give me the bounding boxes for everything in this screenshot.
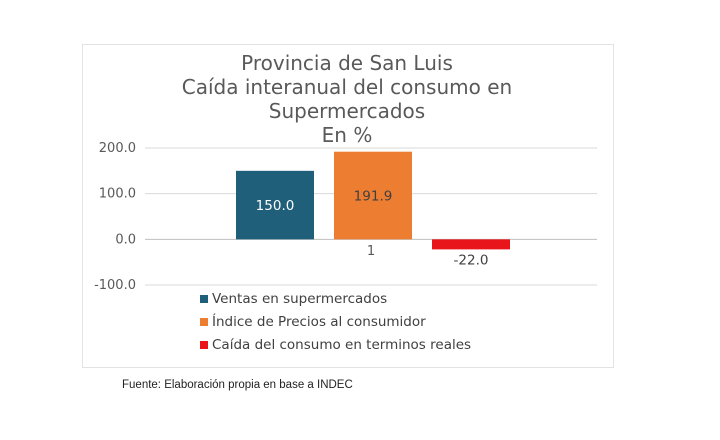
legend-swatch-ventas [200, 294, 208, 303]
legend-swatch-caida [200, 340, 208, 349]
title-line-1: Provincia de San Luis [241, 51, 453, 75]
y-tick-label-1: 100.0 [99, 187, 136, 202]
legend-swatch-precios [200, 317, 208, 326]
legend-item-caida: Caída del consumo en terminos reales [200, 333, 471, 356]
source-note: Fuente: Elaboración propia en base a IND… [122, 379, 353, 391]
bar-data-label-3: -22.0 [454, 252, 489, 268]
bar-series-1 [236, 170, 314, 240]
chart-title: Provincia de San Luis Caída interanual d… [82, 51, 612, 147]
legend-item-precios: Índice de Precios al consumidor [200, 310, 471, 333]
x-category-label: 1 [367, 244, 375, 259]
title-line-4: En % [321, 123, 373, 147]
legend-item-ventas: Ventas en supermercados [200, 287, 471, 310]
title-line-2: Caída interanual del consumo en [181, 75, 513, 99]
y-tick-label-0: 200.0 [99, 141, 136, 156]
title-line-3: Supermercados [268, 99, 426, 123]
bar-series-3 [432, 239, 510, 250]
legend-label-caida: Caída del consumo en terminos reales [212, 336, 472, 353]
bar-data-label-2: 191.9 [354, 189, 393, 205]
bar-data-label-1: 150.0 [256, 198, 295, 214]
chart-legend: Ventas en supermercados Índice de Precio… [200, 287, 471, 356]
y-tick-label-3: -100.0 [94, 278, 136, 293]
legend-label-precios: Índice de Precios al consumidor [212, 313, 426, 330]
bar-series-2 [334, 151, 412, 240]
y-tick-label-2: 0.0 [115, 232, 136, 247]
legend-label-ventas: Ventas en supermercados [212, 290, 388, 307]
